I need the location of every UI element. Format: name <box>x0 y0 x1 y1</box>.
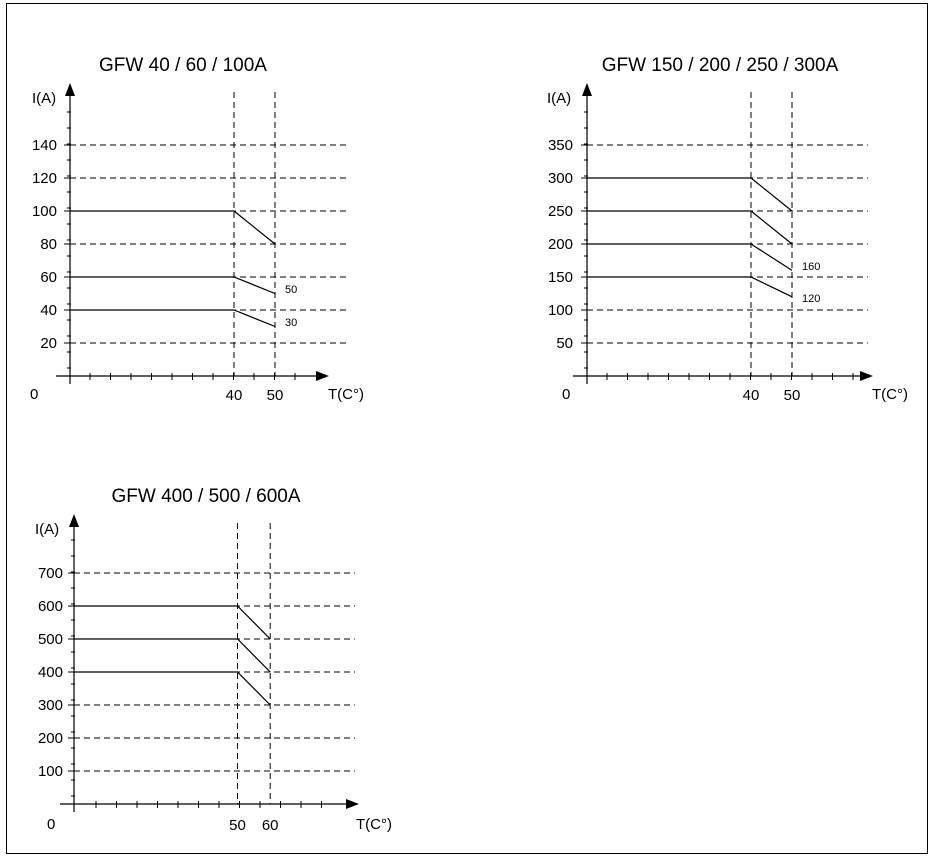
x-axis-arrow <box>316 371 329 381</box>
x-tick-label: 50 <box>229 817 246 834</box>
y-tick-label: 100 <box>38 763 63 780</box>
y-axis-label: I(A) <box>547 90 571 107</box>
y-axis-arrow <box>69 514 79 527</box>
chart-title: GFW 400 / 500 / 600A <box>111 486 300 507</box>
chart-title: GFW 40 / 60 / 100A <box>99 55 267 76</box>
x-tick-label: 60 <box>262 817 279 834</box>
x-tick-label: 50 <box>267 387 284 404</box>
derating-chart-gfw-400-500-600a: GFW 400 / 500 / 600A I(A) T(C°) 0 100 200… <box>35 486 392 834</box>
y-tick-label: 500 <box>38 631 63 648</box>
series-line <box>74 638 271 673</box>
x-tick-label: 40 <box>743 387 760 404</box>
page-frame <box>6 3 928 854</box>
y-tick-label: 600 <box>38 598 63 615</box>
series-line <box>74 605 271 640</box>
data-annotation: 50 <box>285 284 297 296</box>
y-tick-label: 150 <box>548 269 573 286</box>
y-tick-label: 80 <box>40 236 57 253</box>
x-axis-arrow <box>860 371 873 381</box>
series-line <box>70 309 276 328</box>
y-tick-label: 20 <box>40 335 57 352</box>
chart-title: GFW 150 / 200 / 250 / 300A <box>602 55 839 76</box>
y-tick-label: 100 <box>548 302 573 319</box>
series-line <box>70 276 276 295</box>
y-tick-label: 60 <box>40 269 57 286</box>
x-tick-label: 40 <box>226 387 243 404</box>
data-annotation: 120 <box>802 293 820 305</box>
x-tick-label: 50 <box>784 387 801 404</box>
derating-chart-gfw-40-60-100a: GFW 40 / 60 / 100A I(A) T(C°) 0 20 40 60 80… <box>30 55 364 404</box>
y-tick-label: 200 <box>38 730 63 747</box>
y-tick-label: 50 <box>556 335 573 352</box>
y-tick-label: 120 <box>32 170 57 187</box>
y-tick-label: 200 <box>548 236 573 253</box>
data-annotation: 30 <box>285 317 297 329</box>
y-axis-arrow <box>582 83 592 96</box>
y-tick-label: 40 <box>40 302 57 319</box>
series-line <box>70 210 276 245</box>
y-tick-label: 300 <box>38 697 63 714</box>
x-axis-label: T(C°) <box>328 386 364 403</box>
series-line <box>74 671 271 706</box>
y-tick-label: 100 <box>32 203 57 220</box>
y-tick-label: 300 <box>548 170 573 187</box>
series-line <box>587 210 793 245</box>
derating-chart-gfw-150-200-250-300a: GFW 150 / 200 / 250 / 300A I(A) T(C°) 0 … <box>547 55 908 404</box>
series-line <box>587 177 793 212</box>
data-annotation: 160 <box>802 261 820 273</box>
y-tick-label: 700 <box>38 565 63 582</box>
origin-label: 0 <box>47 816 55 833</box>
x-axis-label: T(C°) <box>872 386 908 403</box>
origin-label: 0 <box>30 386 38 403</box>
series-line <box>587 276 793 298</box>
y-axis-label: I(A) <box>32 90 56 107</box>
series-line <box>587 243 793 271</box>
y-tick-label: 140 <box>32 137 57 154</box>
y-axis-label: I(A) <box>35 521 59 538</box>
x-axis-arrow <box>346 799 359 809</box>
y-tick-label: 400 <box>38 664 63 681</box>
y-tick-label: 350 <box>548 137 573 154</box>
x-axis-label: T(C°) <box>356 816 392 833</box>
origin-label: 0 <box>562 386 570 403</box>
y-tick-label: 250 <box>548 203 573 220</box>
y-axis-arrow <box>65 83 75 96</box>
